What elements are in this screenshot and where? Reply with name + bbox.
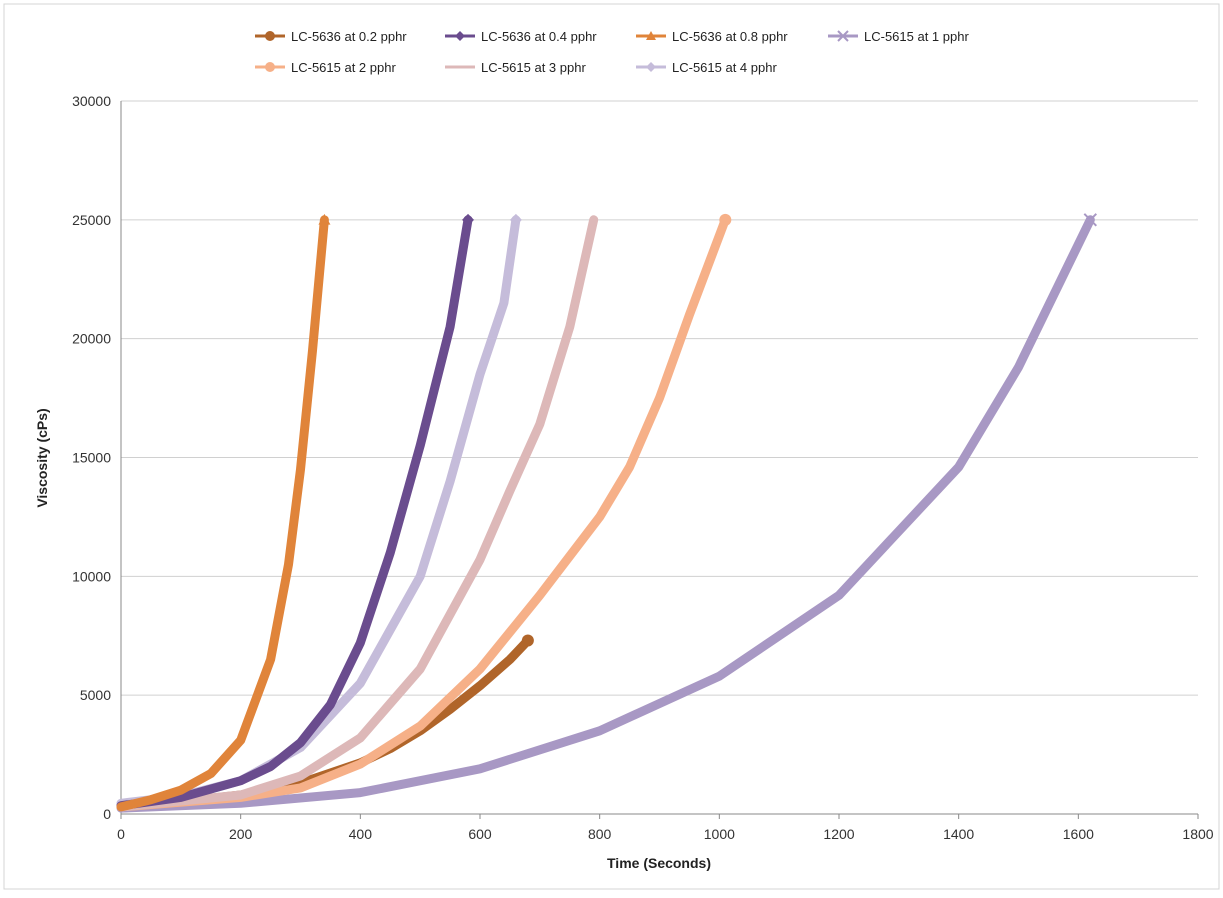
series-5 (116, 213, 732, 812)
legend-label: LC-5636 at 0.8 pphr (672, 29, 788, 44)
legend-label: LC-5615 at 1 pphr (864, 29, 969, 44)
legend-entry: LC-5615 at 1 pphr (828, 29, 969, 44)
legend-marker (455, 31, 465, 41)
y-tick-label: 5000 (80, 687, 111, 703)
legend-entry: LC-5636 at 0.2 pphr (255, 29, 407, 44)
legend-label: LC-5615 at 2 pphr (291, 60, 396, 75)
series-layer (116, 213, 1098, 813)
x-tick-label: 600 (468, 826, 492, 842)
series-line (116, 215, 329, 812)
series-end-point (509, 213, 522, 226)
series-6 (116, 215, 599, 812)
y-axis-title: Viscosity (cPs) (34, 408, 50, 507)
legend-marker (265, 31, 275, 41)
legend-label: LC-5615 at 4 pphr (672, 60, 777, 75)
y-tick-label: 20000 (72, 331, 111, 347)
legend-label: LC-5615 at 3 pphr (481, 60, 586, 75)
x-tick-label: 1600 (1063, 826, 1094, 842)
series-line (116, 215, 473, 811)
y-tick-label: 25000 (72, 212, 111, 228)
y-tick-label: 15000 (72, 450, 111, 466)
y-tick-label: 30000 (72, 93, 111, 109)
legend-marker (646, 62, 656, 72)
legend-marker (837, 30, 849, 42)
legend-marker (646, 31, 656, 40)
series-2 (116, 213, 475, 811)
x-tick-label: 1200 (823, 826, 854, 842)
series-end-point (462, 213, 475, 226)
x-tick-label: 200 (229, 826, 253, 842)
y-tick-label: 0 (103, 806, 111, 822)
series-line (116, 215, 599, 812)
legend-marker (265, 62, 275, 72)
x-tick-label: 400 (349, 826, 373, 842)
x-axis-title: Time (Seconds) (607, 855, 711, 871)
x-tick-label: 1000 (704, 826, 735, 842)
series-end-point (521, 634, 534, 647)
legend-entry: LC-5615 at 3 pphr (445, 60, 586, 75)
axes: 0 5000 10000 15000 20000 25000 30000 0 200 400 600… (72, 93, 1214, 842)
series-end-point (1083, 213, 1098, 227)
series-end-point (318, 213, 331, 225)
legend-entry: LC-5636 at 0.4 pphr (445, 29, 597, 44)
legend: LC-5636 at 0.2 pphr LC-5636 at 0.4 pphr LC… (255, 29, 969, 75)
legend-label: LC-5636 at 0.2 pphr (291, 29, 407, 44)
legend-label: LC-5636 at 0.4 pphr (481, 29, 597, 44)
chart-frame (3, 3, 1220, 890)
x-tick-label: 1400 (943, 826, 974, 842)
series-line (116, 215, 730, 812)
x-tick-label: 0 (117, 826, 125, 842)
legend-entry: LC-5615 at 2 pphr (255, 60, 396, 75)
series-3 (116, 213, 331, 812)
legend-entry: LC-5615 at 4 pphr (636, 60, 777, 75)
series-end-point (719, 213, 732, 226)
legend-entry: LC-5636 at 0.8 pphr (636, 29, 788, 44)
x-tick-label: 800 (588, 826, 612, 842)
x-tick-label: 1800 (1182, 826, 1213, 842)
y-tick-label: 10000 (72, 568, 111, 584)
series-4 (116, 213, 1098, 813)
series-line (116, 215, 1095, 813)
